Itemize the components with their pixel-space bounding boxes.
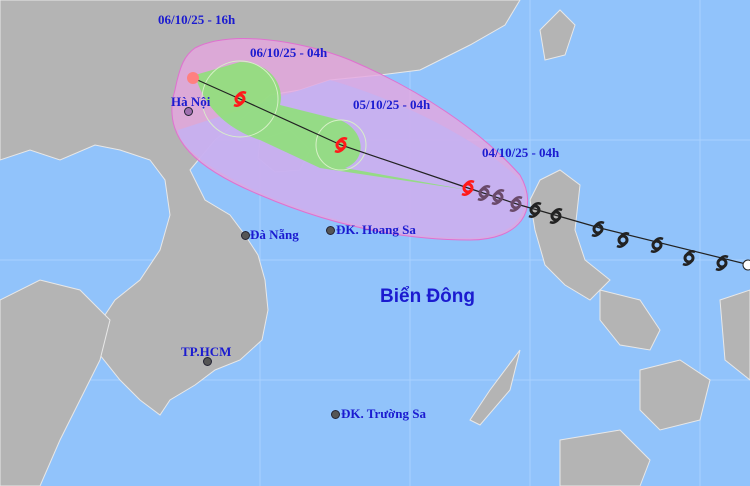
storm-icon (233, 91, 247, 107)
storm-icon (616, 232, 630, 248)
storm-icon (528, 202, 542, 218)
storm-icon (650, 237, 664, 253)
storm-icon (461, 180, 475, 196)
city-label-hoangsa: ĐK. Hoang Sa (336, 222, 416, 237)
storm-track (192, 77, 750, 266)
city-dot (203, 357, 212, 366)
forecast-label: 05/10/25 - 04h (353, 97, 431, 112)
city-label-tphcm: TP.HCM (181, 344, 232, 359)
city-label-truongsa: ĐK. Trường Sa (341, 406, 426, 421)
forecast-label: 04/10/25 - 04h (482, 145, 560, 160)
storm-icon (334, 137, 348, 153)
forecast-label: 06/10/25 - 16h (158, 12, 236, 27)
storm-icon (549, 208, 563, 224)
forecast-label: 06/10/25 - 04h (250, 45, 328, 60)
city-dot (184, 107, 193, 116)
track-start-icon (742, 259, 750, 271)
forecast-cone (195, 62, 468, 190)
radius-circle (315, 119, 367, 171)
storm-icon (682, 250, 696, 266)
sea-label: Biển Đông (380, 286, 475, 307)
city-dot (241, 231, 250, 240)
storm-icon (477, 185, 491, 201)
storm-icon (491, 189, 505, 205)
radius-circle (201, 60, 279, 138)
storm-icon (715, 255, 729, 271)
low-pressure-icon (187, 72, 199, 84)
city-label-hanoi: Hà Nội (171, 94, 211, 109)
city-dot (331, 410, 340, 419)
city-dot (326, 226, 335, 235)
city-label-danang: Đà Nẵng (250, 227, 299, 242)
storm-icon (509, 196, 523, 212)
storm-icon (591, 221, 605, 237)
